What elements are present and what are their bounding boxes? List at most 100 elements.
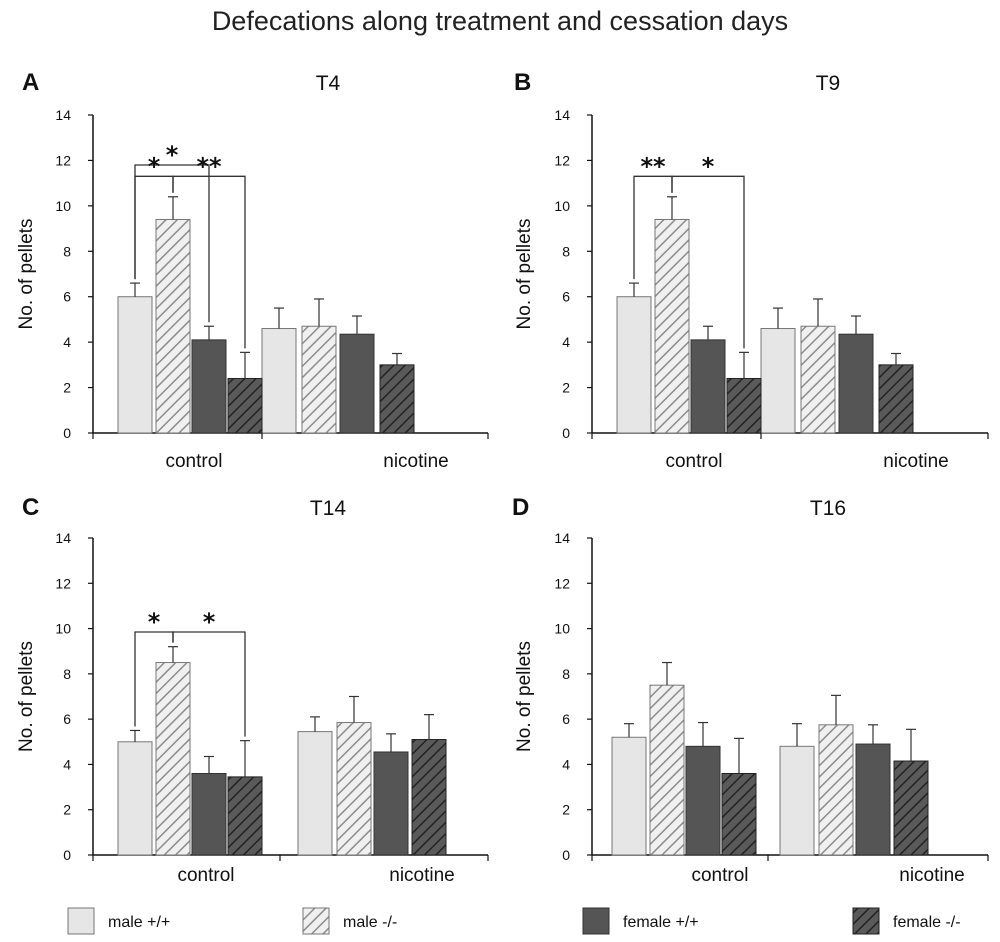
bar-male-wt [297, 731, 333, 856]
y-tick-label: 14 [55, 107, 71, 123]
category-label: control [665, 451, 722, 472]
y-axis-label: No. of pellets [16, 641, 37, 752]
bar-female-wt [838, 333, 874, 434]
y-tick-label: 8 [562, 666, 570, 682]
y-tick-label: 14 [55, 530, 71, 546]
y-tick-label: 6 [63, 711, 71, 727]
bar-female-ko [379, 364, 415, 434]
y-tick-label: 2 [63, 380, 71, 396]
y-axis-label: No. of pellets [16, 219, 37, 330]
bar-male-wt [611, 736, 647, 856]
bar-male-ko [336, 722, 372, 856]
y-tick-label: 12 [554, 575, 570, 591]
category-label: nicotine [389, 865, 455, 886]
bar-female-ko [227, 377, 263, 434]
category-label: nicotine [383, 451, 449, 472]
y-tick-label: 2 [63, 802, 71, 818]
panel-letter: A [22, 69, 39, 96]
y-tick-label: 4 [63, 756, 71, 772]
legend-swatch [67, 907, 95, 935]
panel-title: T9 [816, 72, 841, 95]
legend-label: male +/+ [108, 914, 170, 931]
bar-male-wt [117, 296, 153, 434]
bar-female-ko [726, 377, 762, 434]
category-label: control [691, 865, 748, 886]
y-tick-label: 2 [562, 802, 570, 818]
bar-male-ko [654, 218, 690, 434]
significance-marker: * [702, 152, 715, 180]
legend-swatch [852, 907, 880, 935]
legend: male +/+ male -/- female +/+ female -/- [67, 907, 961, 935]
bar-male-ko [818, 724, 854, 856]
y-tick-label: 12 [55, 152, 71, 168]
y-tick-label: 14 [554, 107, 570, 123]
category-label: nicotine [883, 451, 949, 472]
y-tick-label: 0 [562, 425, 570, 441]
category-label: control [177, 865, 234, 886]
significance-marker: ** [196, 152, 222, 180]
y-tick-label: 6 [562, 289, 570, 305]
y-tick-label: 8 [562, 243, 570, 259]
y-tick-label: 10 [554, 621, 570, 637]
y-axis-label: No. of pellets [514, 641, 535, 752]
category-label: nicotine [899, 865, 965, 886]
significance-marker: * [166, 141, 179, 169]
bar-female-wt [339, 333, 375, 434]
category-label: control [165, 451, 222, 472]
y-tick-label: 12 [55, 575, 71, 591]
bar-male-ko [800, 325, 836, 434]
y-tick-label: 6 [63, 289, 71, 305]
y-tick-label: 4 [63, 334, 71, 350]
y-tick-label: 8 [63, 666, 71, 682]
y-tick-label: 10 [55, 621, 71, 637]
significance-marker: ** [640, 152, 666, 180]
bar-female-wt [373, 751, 409, 856]
chart-panel-a: A T4 No. of pellets 0 2 4 6 8 10 12 14 control nicot… [16, 69, 489, 472]
panels-group: A T4 No. of pellets 0 2 4 6 8 10 12 14 control nicot… [16, 69, 989, 886]
bar-male-wt [261, 328, 297, 434]
legend-item-female-ko: female -/- [852, 907, 961, 935]
y-tick-label: 10 [554, 198, 570, 214]
y-tick-label: 14 [554, 530, 570, 546]
bar-male-wt [760, 328, 796, 434]
legend-swatch [582, 907, 610, 935]
bar-male-wt [779, 745, 815, 856]
y-axis-label: No. of pellets [514, 219, 535, 330]
panel-letter: C [22, 494, 39, 521]
y-tick-label: 4 [562, 756, 570, 772]
figure-title: Defecations along treatment and cessatio… [211, 6, 789, 36]
bar-female-wt [191, 772, 227, 856]
significance-marker: * [148, 152, 161, 180]
y-tick-label: 0 [63, 425, 71, 441]
panel-title: T16 [810, 497, 846, 520]
bar-female-wt [191, 339, 227, 434]
bar-male-wt [616, 296, 652, 434]
bar-female-ko [411, 739, 447, 856]
panel-letter: D [512, 494, 529, 521]
bar-female-ko [721, 772, 757, 856]
legend-item-male-ko: male -/- [302, 907, 397, 935]
significance-marker: * [203, 608, 216, 636]
panel-title: T4 [316, 72, 341, 95]
bar-female-wt [855, 743, 891, 856]
significance-marker: * [148, 608, 161, 636]
y-tick-label: 0 [63, 847, 71, 863]
bar-female-ko [227, 776, 263, 856]
y-tick-label: 10 [55, 198, 71, 214]
significance-bracket [671, 175, 745, 349]
legend-label: male -/- [343, 914, 397, 931]
y-tick-label: 12 [554, 152, 570, 168]
y-tick-label: 6 [562, 711, 570, 727]
legend-label: female +/+ [623, 914, 699, 931]
significance-bracket [172, 175, 246, 349]
chart-panel-d: D T16 No. of pellets 0 2 4 6 8 10 12 14 control nico… [512, 494, 989, 886]
bar-female-ko [878, 364, 914, 434]
y-tick-label: 2 [562, 380, 570, 396]
y-tick-label: 8 [63, 243, 71, 259]
bar-male-ko [649, 684, 685, 856]
bar-female-wt [685, 745, 721, 856]
bar-female-ko [893, 760, 929, 856]
bar-male-ko [155, 218, 191, 434]
bar-male-wt [117, 741, 153, 856]
